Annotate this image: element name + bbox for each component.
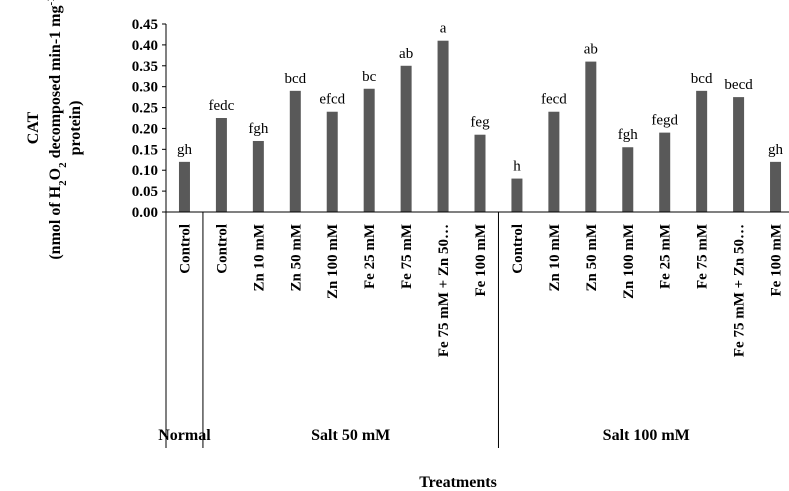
significance-label: feg — [470, 115, 490, 131]
significance-label: bcd — [284, 71, 306, 87]
significance-label: fecd — [541, 92, 567, 108]
significance-label: a — [440, 21, 447, 37]
y-axis: 0.00 0.05 0.10 0.15 0.20 0.25 0.30 0.35 0.40 0.45 — [132, 17, 167, 221]
bar — [548, 111, 560, 212]
y-tick-label: 0.40 — [132, 38, 158, 54]
y-tick-label: 0.25 — [132, 101, 158, 117]
category-label: Fe 100 mM — [473, 224, 489, 296]
bar — [437, 40, 449, 212]
significance-labels: ghfedcfghbcdefcdbcabafeghfecdabfghfegdbc… — [177, 21, 784, 175]
bar — [400, 65, 412, 213]
category-label: Zn 50 mM — [584, 224, 600, 292]
bar — [289, 90, 301, 212]
group-label: Normal — [158, 427, 211, 444]
significance-label: fgh — [248, 121, 268, 137]
category-label: Control — [510, 224, 526, 274]
category-label: Fe 25 mM — [658, 224, 674, 289]
bar — [585, 61, 597, 212]
category-label: Zn 50 mM — [288, 224, 304, 292]
significance-label: fedc — [209, 98, 235, 114]
category-label: Fe 75 mM + Zn 50… — [436, 224, 452, 357]
significance-label: h — [513, 159, 521, 175]
group-labels: Normal Salt 50 mM Salt 100 mM — [158, 427, 690, 444]
significance-label: efcd — [319, 92, 345, 108]
bar — [659, 132, 671, 212]
significance-label: ab — [584, 42, 598, 58]
y-axis-title-line2: (nmol of H2O2 decomposed min-1 mg-1 — [45, 0, 69, 260]
y-tick-label: 0.20 — [132, 121, 158, 137]
y-tick-label: 0.15 — [132, 142, 158, 158]
significance-label: bcd — [691, 71, 713, 87]
category-label: Fe 25 mM — [362, 224, 378, 289]
y-tick-label: 0.00 — [132, 205, 158, 221]
category-labels: Control Control Zn 10 mM Zn 50 mM Zn 100 mM F… — [177, 224, 784, 357]
significance-label: gh — [768, 142, 784, 158]
group-separators — [165, 212, 499, 448]
category-label: Control — [177, 224, 193, 274]
bar — [511, 178, 523, 212]
bar — [474, 134, 486, 212]
significance-label: ab — [399, 46, 413, 62]
y-tick-label: 0.05 — [132, 184, 158, 200]
category-label: Fe 75 mM + Zn 50… — [732, 224, 748, 357]
significance-label: bc — [362, 69, 377, 85]
bar — [326, 111, 338, 212]
group-label: Salt 100 mM — [603, 427, 690, 444]
category-label: Zn 10 mM — [547, 224, 563, 292]
category-label: Fe 75 mM — [695, 224, 711, 289]
significance-label: fgh — [618, 127, 638, 143]
significance-label: fegd — [651, 113, 678, 129]
bar — [622, 147, 634, 212]
bar — [363, 88, 375, 212]
category-label: Fe 100 mM — [769, 224, 785, 296]
y-axis-title-line1: CAT — [25, 111, 42, 144]
bar — [770, 161, 782, 212]
category-label: Control — [214, 224, 230, 274]
y-axis-title: CAT (nmol of H2O2 decomposed min-1 mg-1 … — [25, 0, 84, 260]
bar — [696, 90, 708, 212]
category-label: Zn 100 mM — [621, 224, 637, 299]
group-label: Salt 50 mM — [311, 427, 390, 444]
bars — [178, 40, 782, 213]
y-tick-label: 0.35 — [132, 59, 158, 75]
category-label: Zn 100 mM — [325, 224, 341, 299]
category-label: Zn 10 mM — [251, 224, 267, 292]
y-tick-label: 0.10 — [132, 163, 158, 179]
significance-label: becd — [724, 77, 753, 93]
category-label: Fe 75 mM — [399, 224, 415, 289]
bar — [178, 161, 190, 212]
y-axis-title-line3: protein) — [67, 101, 84, 156]
bar — [252, 140, 264, 212]
y-tick-label: 0.45 — [132, 17, 158, 33]
bar — [215, 118, 227, 212]
x-axis-title: Treatments — [419, 474, 497, 491]
y-tick-label: 0.30 — [132, 80, 158, 96]
significance-label: gh — [177, 142, 193, 158]
bar — [733, 97, 745, 212]
